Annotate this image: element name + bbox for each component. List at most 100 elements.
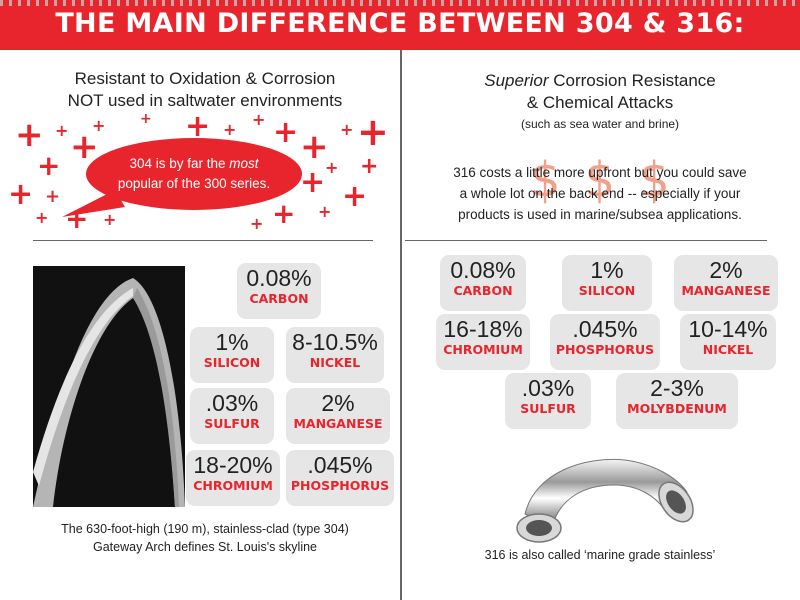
element-cell-chromium-316: 16-18% CHROMIUM [436,314,530,370]
element-value: .045% [307,452,373,478]
cost-line1: 316 costs a little more upfront but you … [453,165,747,180]
element-cell-carbon-304: 0.08% CARBON [237,263,321,319]
plus-icon: + [15,115,44,155]
plus-icon: + [37,149,61,182]
page-title: THE MAIN DIFFERENCE BETWEEN 304 & 316: [55,8,745,39]
element-value: .03% [205,390,259,416]
bubble-text-a: 304 is by far the [129,156,230,171]
plus-icon: + [55,121,69,140]
plus-icon: + [45,186,61,207]
type-316-header: Superior Corrosion Resistance & Chemical… [410,70,790,132]
cost-note: 316 costs a little more upfront but you … [415,162,785,225]
element-cell-molybdenum-316: 2-3% MOLYBDENUM [616,373,738,429]
type-316-sub: (such as sea water and brine) [520,117,680,131]
cost-line3: products is used in marine/subsea applic… [458,207,742,222]
element-value: .03% [521,375,575,401]
plus-icon: + [300,165,326,200]
element-cell-sulfur-316: .03% SULFUR [505,373,591,429]
element-name: NICKEL [309,355,361,370]
plus-icon: + [340,120,354,139]
element-cell-manganese-304: 2% MANGANESE [286,388,390,444]
plus-icon: + [360,154,379,179]
arch-caption-line1: The 630-foot-high (190 m), stainless-cla… [61,522,349,536]
plus-icon: + [273,115,299,150]
plus-icon: + [140,111,152,127]
plus-icon: + [8,177,34,212]
element-name: SULFUR [520,401,576,416]
type-316-line1: Superior Corrosion Resistance [410,70,790,92]
element-value: 2% [321,390,355,416]
type-316-em: Superior [484,71,549,90]
arch-caption: The 630-foot-high (190 m), stainless-cla… [20,520,390,556]
element-name: SILICON [203,355,261,370]
plus-icon: + [318,202,332,221]
element-name: CHROMIUM [443,342,523,357]
type-304-line2: NOT used in saltwater environments [67,91,343,110]
plus-icon: + [272,197,296,230]
element-cell-nickel-304: 8-10.5% NICKEL [286,327,384,383]
element-cell-manganese-316: 2% MANGANESE [674,255,778,311]
plus-icon: + [357,110,389,154]
bubble-text-em: most [229,156,259,171]
bubble-text: 304 is by far the most popular of the 30… [96,154,292,194]
element-cell-sulfur-304: .03% SULFUR [190,388,274,444]
bubble-tail [62,190,125,217]
element-cell-carbon-316: 0.08% CARBON [440,255,526,311]
element-value: 16-18% [443,316,523,342]
element-name: NICKEL [702,342,754,357]
element-cell-phosphorus-304: .045% PHOSPHORUS [286,450,394,506]
element-cell-nickel-316: 10-14% NICKEL [680,314,776,370]
type-304-header: Resistant to Oxidation & Corrosion NOT u… [20,68,390,112]
right-divider [405,240,767,241]
plus-icon: + [70,127,99,167]
bubble-text-b: popular of the 300 series. [117,176,271,191]
element-cell-silicon-316: 1% SILICON [562,255,652,311]
element-name: CARBON [249,291,309,306]
title-banner: THE MAIN DIFFERENCE BETWEEN 304 & 316: [0,0,800,50]
plus-icon: + [300,127,329,167]
element-value: 8-10.5% [292,329,378,355]
plus-icon: + [325,158,339,177]
element-value: .045% [572,316,638,342]
plus-icon: + [223,120,237,139]
element-name: MANGANESE [681,283,771,298]
element-value: 2% [709,257,743,283]
dollar-icon: $$$ [530,152,694,208]
element-value: 18-20% [193,452,273,478]
element-name: CHROMIUM [193,478,273,493]
center-divider [400,50,402,600]
element-name: MOLYBDENUM [627,401,727,416]
element-cell-chromium-304: 18-20% CHROMIUM [186,450,280,506]
element-name: CARBON [453,283,513,298]
elbow-pipe-image [516,458,694,543]
element-name: SULFUR [204,416,260,431]
element-value: 10-14% [688,316,768,342]
pipe-caption: 316 is also called ‘marine grade stainle… [484,548,716,562]
plus-icon: + [92,116,106,135]
cost-line2: a whole lot on the back end -- especiall… [459,186,741,201]
plus-icon: + [252,110,266,129]
element-cell-silicon-304: 1% SILICON [190,327,274,383]
type-316-line2: & Chemical Attacks [526,93,674,112]
plus-icon: + [250,214,264,233]
element-cell-phosphorus-316: .045% PHOSPHORUS [550,314,660,370]
speech-bubble: 304 is by far the most popular of the 30… [86,138,302,210]
element-value: 1% [590,257,624,283]
plus-icon: + [103,210,117,229]
element-value: 0.08% [246,265,312,291]
element-name: PHOSPHORUS [290,478,390,493]
gateway-arch-image [33,266,185,507]
type-304-line1: Resistant to Oxidation & Corrosion [74,69,336,88]
plus-icon: + [35,208,49,227]
left-divider [33,240,373,241]
element-name: MANGANESE [293,416,383,431]
banner-dots [0,0,800,6]
arch-caption-line2: Gateway Arch defines St. Louis's skyline [92,540,318,554]
element-value: 2-3% [650,375,704,401]
element-value: 0.08% [450,257,516,283]
element-value: 1% [215,329,249,355]
plus-icon: + [185,109,211,144]
element-name: SILICON [578,283,636,298]
type-316-rest: Corrosion Resistance [548,71,716,90]
element-name: PHOSPHORUS [555,342,655,357]
